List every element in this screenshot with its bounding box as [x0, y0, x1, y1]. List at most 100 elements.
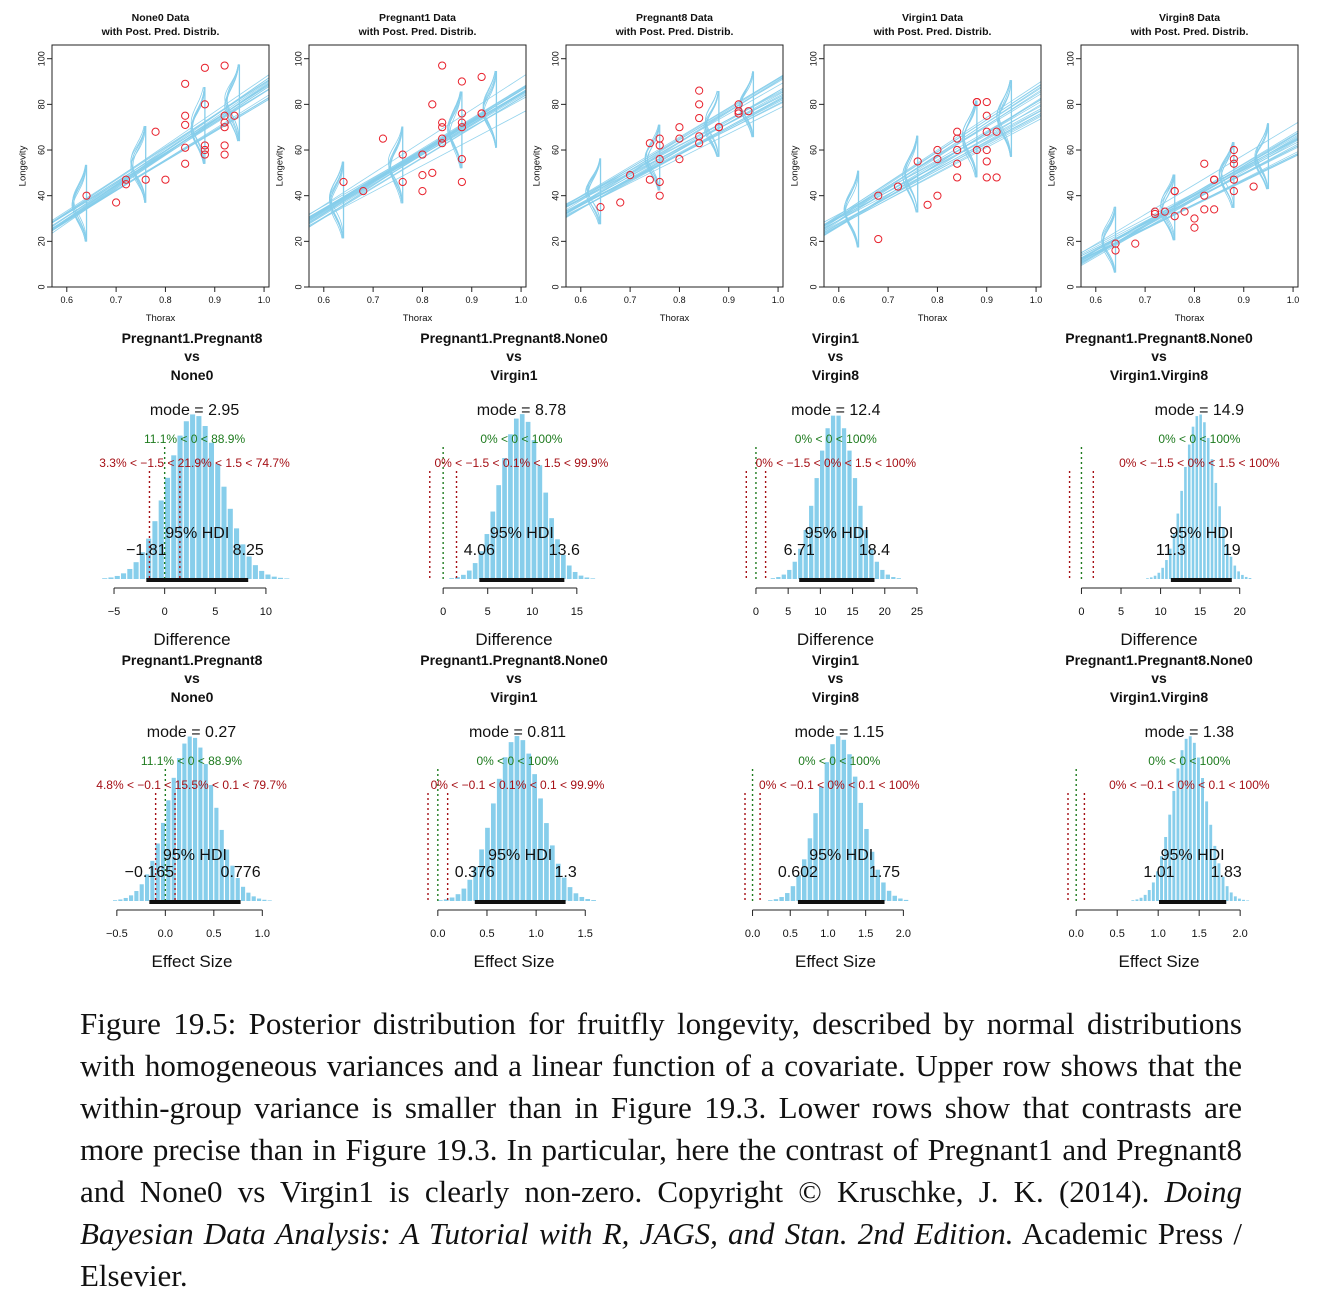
- x-axis-label: Thorax: [403, 313, 433, 324]
- histogram-bar: [803, 530, 808, 579]
- hdi-low-label: −1.81: [126, 542, 167, 559]
- histogram-bar: [246, 556, 252, 579]
- contrast-vs: vs: [1151, 348, 1167, 364]
- data-point: [982, 145, 991, 155]
- histogram-bar: [150, 860, 155, 901]
- scatter-panel-3: 0.6 0.7 0.8 0.9 1.0 0 20 40 60 80 100 Virgin1 Data w…: [790, 12, 1043, 324]
- y-tick-label: 100: [293, 51, 303, 66]
- histogram-bar: [561, 877, 567, 901]
- histogram-bar: [818, 786, 824, 901]
- histogram-bar: [1233, 896, 1237, 901]
- histogram-bar: [549, 845, 555, 901]
- regression-line: [309, 91, 526, 222]
- histogram-bar: [525, 421, 531, 579]
- x-tick-label: 0: [1078, 606, 1084, 618]
- regression-line: [566, 74, 783, 208]
- regression-line: [824, 108, 1041, 227]
- compval-label: 0% < 0 < 100%: [1158, 432, 1240, 446]
- mode-label: mode = 12.4: [791, 402, 881, 419]
- histogram-bar: [1168, 814, 1172, 901]
- histogram-bar: [555, 863, 561, 901]
- histogram-bar: [455, 894, 461, 901]
- regression-line: [824, 84, 1041, 227]
- data-point: [418, 150, 427, 159]
- compval-label: 0% < 0 < 100%: [1148, 754, 1230, 768]
- mode-label: mode = 0.811: [469, 724, 566, 741]
- x-tick-label: 1.0: [1287, 295, 1300, 305]
- effect-size-panel-3: Pregnant1.Pregnant8.None0 vs Virgin1.Virgi…: [1065, 652, 1270, 971]
- histogram-bar: [881, 882, 886, 901]
- x-tick-label: 0.5: [783, 928, 798, 940]
- difference-panel-2: Virgin1 vs Virgin8 mode = 12.4 0% < 0 < 100%…: [745, 330, 923, 649]
- data-point: [339, 177, 348, 187]
- histogram-bar: [1188, 736, 1192, 901]
- histogram-bar: [590, 578, 596, 579]
- x-tick-label: 0.0: [1069, 928, 1084, 940]
- x-tick-label: 0.6: [318, 295, 331, 305]
- histogram-bar: [479, 849, 484, 901]
- histogram-bar: [1164, 836, 1168, 901]
- hdi-high-label: 8.25: [233, 542, 264, 559]
- histogram-bar: [208, 442, 214, 579]
- x-tick-label: 0.9: [980, 295, 993, 305]
- data-point: [1180, 207, 1189, 216]
- histogram-bar: [807, 838, 813, 901]
- histogram-bar: [1237, 571, 1240, 579]
- y-tick-label: 100: [808, 51, 818, 66]
- x-tick-label: 5: [212, 606, 218, 618]
- histogram-bar: [847, 754, 852, 901]
- histogram-bar: [256, 898, 262, 901]
- histogram-bar: [776, 577, 781, 579]
- histogram-bar: [1225, 543, 1229, 579]
- histogram-bar: [1233, 565, 1237, 579]
- histogram-bar: [219, 829, 224, 901]
- data-point: [626, 171, 635, 180]
- pred-density-curve: [225, 64, 240, 142]
- histogram-bar: [1195, 416, 1199, 579]
- x-tick-label: 0.8: [673, 295, 686, 305]
- histogram: [768, 736, 909, 901]
- x-tick-label: 0: [440, 606, 446, 618]
- data-point: [1131, 239, 1140, 248]
- effect-size-panel-0: Pregnant1.Pregnant8 vs None0 mode = 0.27 11.…: [96, 652, 287, 971]
- data-point: [1190, 223, 1199, 232]
- data-point: [744, 107, 753, 116]
- x-tick-label: 0.5: [479, 928, 494, 940]
- contrast-title: Virgin1: [812, 652, 859, 668]
- histogram-bar: [885, 574, 890, 579]
- histogram-bar: [234, 528, 240, 579]
- scatter-panel-2: 0.6 0.7 0.8 0.9 1.0 0 20 40 60 80 100 Pregnant8 Dat…: [532, 12, 785, 324]
- histogram-bar: [144, 874, 150, 901]
- contrast-title: Virgin8: [812, 367, 859, 383]
- hdi-high-label: 13.6: [549, 542, 580, 559]
- x-axis-label: Thorax: [146, 313, 176, 324]
- histogram-bar: [1199, 414, 1202, 579]
- y-tick-label: 40: [36, 191, 46, 201]
- pred-density-curve: [73, 164, 87, 242]
- histogram-bar: [478, 551, 484, 579]
- rope-label: 3.3% < −1.5 < 21.9% < 1.5 < 74.7%: [99, 456, 290, 470]
- data-point: [982, 157, 991, 166]
- data-point: [200, 141, 209, 150]
- data-point: [675, 123, 684, 132]
- hdi-low-label: 1.01: [1143, 864, 1174, 881]
- contrast-title: Pregnant1.Pregnant8.None0: [1065, 652, 1253, 668]
- histogram-bar: [796, 875, 801, 901]
- x-tick-label: 10: [814, 606, 826, 618]
- contrast-vs: vs: [506, 670, 522, 686]
- x-tick-label: 0.0: [745, 928, 760, 940]
- histogram-bar: [875, 869, 880, 901]
- histogram-bar: [1201, 778, 1204, 901]
- y-tick-label: 0: [550, 284, 560, 289]
- x-tick-label: 15: [571, 606, 583, 618]
- histogram-bar: [496, 485, 502, 579]
- data-point: [992, 173, 1001, 182]
- regression-line: [824, 101, 1041, 230]
- data-point: [457, 123, 466, 132]
- histogram-bar: [836, 415, 841, 579]
- pred-density-curve: [998, 80, 1011, 157]
- regression-line: [824, 86, 1041, 231]
- histogram-bar: [847, 450, 852, 579]
- histogram-bar: [585, 899, 591, 901]
- hdi-high-label: 18.4: [859, 542, 890, 559]
